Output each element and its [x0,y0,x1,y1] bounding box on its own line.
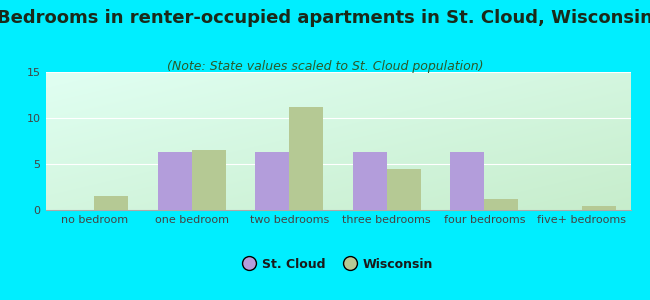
Text: (Note: State values scaled to St. Cloud population): (Note: State values scaled to St. Cloud … [167,60,483,73]
Bar [157,152,192,210]
Bar [289,107,324,210]
Bar [94,196,129,210]
Bar [484,199,519,210]
Legend: St. Cloud, Wisconsin: St. Cloud, Wisconsin [238,253,438,275]
Bar [582,206,616,210]
Text: Bedrooms in renter-occupied apartments in St. Cloud, Wisconsin: Bedrooms in renter-occupied apartments i… [0,9,650,27]
Bar [387,169,421,210]
Bar [353,152,387,210]
Bar [450,152,484,210]
Bar [192,150,226,210]
Bar [255,152,289,210]
